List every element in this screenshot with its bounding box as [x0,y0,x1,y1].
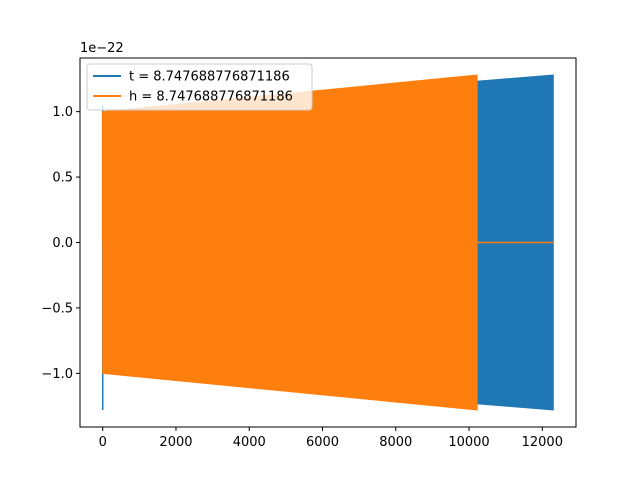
y-axis-offset-text: 1e−22 [80,41,124,56]
axes: 0 2000 4000 6000 8000 10000 12000 −1.0 −0.5 0.0 0.… [41,57,577,450]
y-tick-label: 0.0 [52,236,73,251]
legend: t = 8.747688776871186 h = 8.7476887768711… [86,63,313,111]
legend-label: h = 8.747688776871186 [129,90,293,105]
x-tick-label: 8000 [379,435,412,450]
y-tick-label: 0.5 [52,171,73,186]
x-tick-label: 6000 [306,435,339,450]
series-h-band [102,74,478,411]
x-tick-label: 12000 [522,435,563,450]
legend-box [86,63,313,111]
x-tick-label: 0 [99,435,107,450]
y-tick-label: −0.5 [41,301,73,316]
x-tick-label: 2000 [159,435,192,450]
x-tick-label: 10000 [448,435,489,450]
y-tick-label: −1.0 [41,367,73,382]
x-tick-label: 4000 [233,435,266,450]
y-tick-label: 1.0 [52,105,73,120]
legend-label: t = 8.747688776871186 [129,70,290,85]
plot-area [101,74,554,411]
